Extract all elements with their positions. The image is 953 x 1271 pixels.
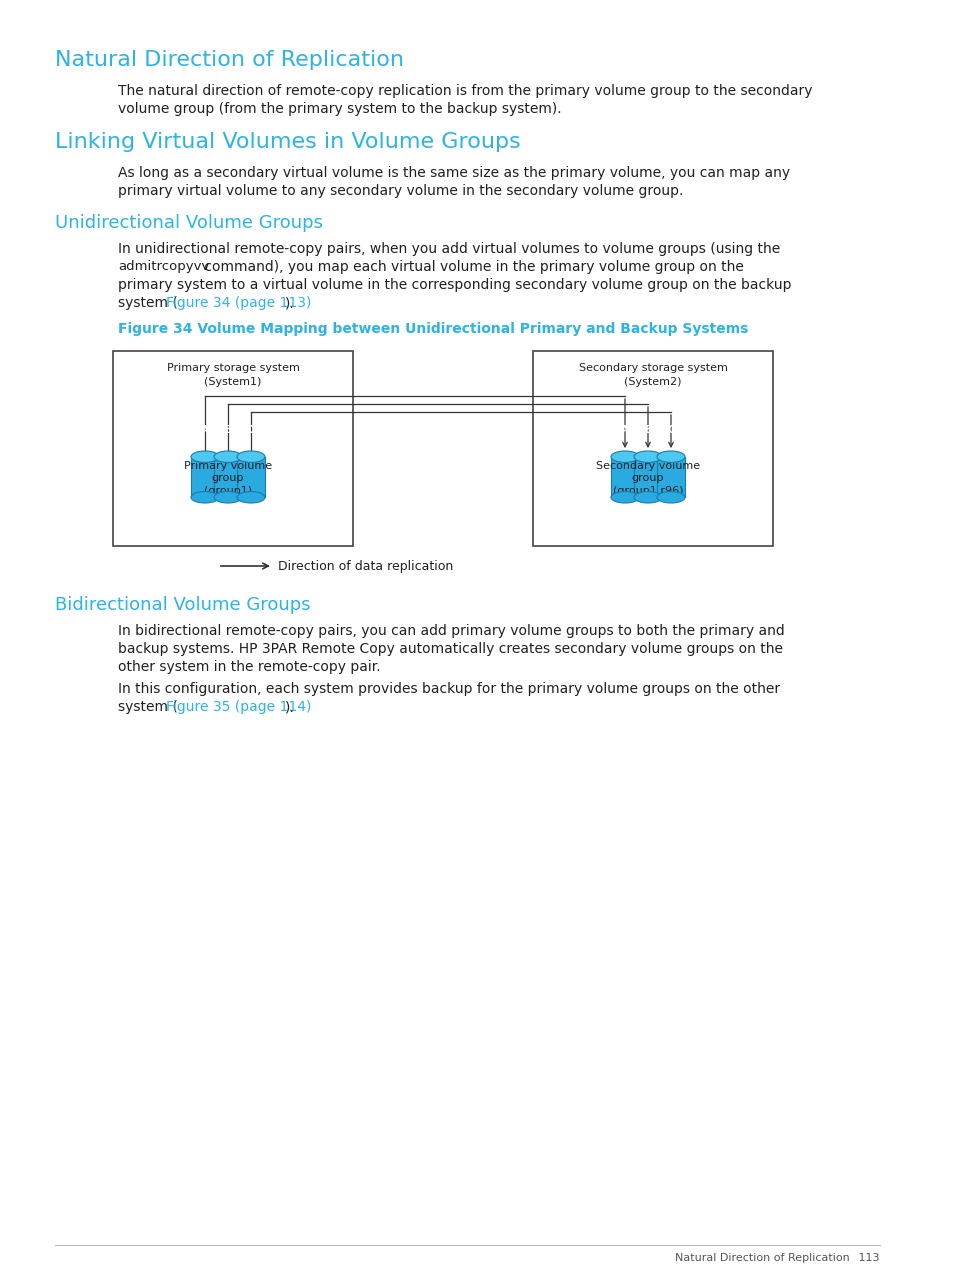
Ellipse shape (213, 451, 242, 463)
Text: C: C (247, 425, 254, 435)
Text: In bidirectional remote-copy pairs, you can add primary volume groups to both th: In bidirectional remote-copy pairs, you … (118, 624, 784, 638)
Ellipse shape (657, 451, 684, 463)
Text: In unidirectional remote-copy pairs, when you add virtual volumes to volume grou: In unidirectional remote-copy pairs, whe… (118, 241, 780, 255)
Text: admitrcopyvv: admitrcopyvv (118, 261, 209, 273)
Text: Figure 34 (page 113): Figure 34 (page 113) (166, 296, 311, 310)
Text: C: C (667, 425, 674, 435)
Text: other system in the remote-copy pair.: other system in the remote-copy pair. (118, 660, 380, 674)
Bar (191, 456, 219, 497)
Text: Secondary volume
group
(group1.r96): Secondary volume group (group1.r96) (596, 461, 700, 496)
Ellipse shape (634, 492, 661, 503)
Bar (236, 456, 265, 497)
Bar (112, 351, 353, 547)
Text: primary system to a virtual volume in the corresponding secondary volume group o: primary system to a virtual volume in th… (118, 278, 791, 292)
Text: Linking Virtual Volumes in Volume Groups: Linking Virtual Volumes in Volume Groups (55, 132, 520, 153)
Text: Primary storage system: Primary storage system (167, 364, 299, 372)
Bar (657, 456, 684, 497)
Ellipse shape (236, 492, 265, 503)
Text: (System2): (System2) (623, 377, 681, 386)
Text: Natural Direction of Replication: Natural Direction of Replication (675, 1253, 849, 1263)
Text: Direction of data replication: Direction of data replication (277, 559, 453, 572)
Ellipse shape (610, 451, 639, 463)
Ellipse shape (610, 492, 639, 503)
Text: The natural direction of remote-copy replication is from the primary volume grou: The natural direction of remote-copy rep… (118, 84, 812, 98)
Text: (System1): (System1) (204, 377, 261, 386)
Text: 113: 113 (847, 1253, 879, 1263)
Text: B: B (643, 425, 651, 435)
Ellipse shape (236, 451, 265, 463)
Text: A: A (620, 425, 628, 435)
Text: ).: ). (284, 700, 294, 714)
Text: In this configuration, each system provides backup for the primary volume groups: In this configuration, each system provi… (118, 683, 780, 697)
Bar (213, 456, 242, 497)
Text: volume group (from the primary system to the backup system).: volume group (from the primary system to… (118, 102, 561, 116)
Text: primary virtual volume to any secondary volume in the secondary volume group.: primary virtual volume to any secondary … (118, 184, 682, 198)
Text: Primary volume
group
(group1): Primary volume group (group1) (184, 461, 272, 496)
Ellipse shape (657, 492, 684, 503)
Text: system (: system ( (118, 700, 177, 714)
Ellipse shape (213, 492, 242, 503)
Text: As long as a secondary virtual volume is the same size as the primary volume, yo: As long as a secondary virtual volume is… (118, 167, 789, 180)
Ellipse shape (191, 492, 219, 503)
Text: ).: ). (284, 296, 294, 310)
Bar (533, 351, 772, 547)
Text: backup systems. HP 3PAR Remote Copy automatically creates secondary volume group: backup systems. HP 3PAR Remote Copy auto… (118, 642, 782, 656)
Text: B: B (224, 425, 232, 435)
Text: Figure 34 Volume Mapping between Unidirectional Primary and Backup Systems: Figure 34 Volume Mapping between Unidire… (118, 322, 747, 336)
Text: command), you map each virtual volume in the primary volume group on the: command), you map each virtual volume in… (199, 261, 742, 275)
Ellipse shape (634, 451, 661, 463)
Text: Secondary storage system: Secondary storage system (578, 364, 727, 372)
Bar (634, 456, 661, 497)
Bar (610, 456, 639, 497)
Text: A: A (201, 425, 209, 435)
Text: Figure 35 (page 114): Figure 35 (page 114) (166, 700, 311, 714)
Text: Unidirectional Volume Groups: Unidirectional Volume Groups (55, 214, 323, 233)
Text: Bidirectional Volume Groups: Bidirectional Volume Groups (55, 596, 311, 614)
Text: system (: system ( (118, 296, 177, 310)
Text: Natural Direction of Replication: Natural Direction of Replication (55, 50, 403, 70)
Ellipse shape (191, 451, 219, 463)
